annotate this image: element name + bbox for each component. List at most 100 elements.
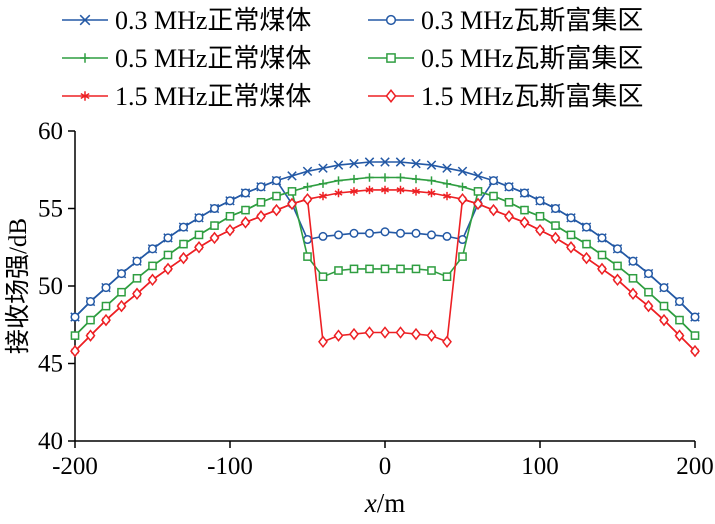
plus-marker [80,53,90,63]
x-marker [473,171,483,181]
asterisk-marker [365,185,374,195]
circle-marker [659,283,669,293]
circle-marker [256,182,266,192]
legend-item: 0.3 MHz正常煤体 [62,6,311,35]
square-marker [272,191,281,201]
diamond-marker [442,335,452,349]
diamond-marker [163,262,173,276]
square-marker [535,211,545,221]
plus-marker [411,174,421,184]
series-3 [70,176,700,322]
diamond-marker [178,251,189,265]
square-marker [349,264,359,274]
plus-marker [442,179,452,188]
x-tick-label: 200 [676,453,714,480]
circle-marker [566,213,576,223]
x-marker [380,157,390,167]
square-marker [287,187,297,196]
circle-marker [550,203,561,214]
plus-marker [334,176,343,185]
diamond-marker [287,197,297,211]
legend-item: 0.5 MHz正常煤体 [62,44,311,73]
x-marker [364,157,375,167]
circle-marker [132,256,142,266]
asterisk-marker [381,185,389,195]
series-5 [70,192,700,358]
x-marker [287,171,297,181]
circle-marker [612,244,623,254]
diamond-marker [566,241,576,254]
y-tick-label: 40 [38,428,63,455]
square-marker [380,264,390,274]
diamond-marker [333,329,344,342]
asterisk-marker [443,191,451,201]
circle-marker [628,256,638,266]
chart-legend: 0.3 MHz正常煤体 0.3 MHz瓦斯富集区 0.5 MHz正常煤体 0.5 MH… [62,6,643,111]
square-marker [613,261,622,271]
x-tick-label: 100 [521,453,559,480]
square-marker [582,239,591,249]
circle-marker [504,182,514,192]
diamond-marker [132,287,142,301]
legend-item: 0.3 MHz瓦斯富集区 [368,6,643,35]
circle-marker [442,231,452,241]
x-axis-label: x/m [364,488,406,518]
x-marker [457,166,468,177]
x-marker [333,160,344,170]
diamond-marker [85,329,96,342]
square-marker [101,301,111,311]
square-marker [318,272,328,282]
diamond-marker [240,216,251,229]
square-marker [365,264,374,274]
plus-marker [349,174,359,184]
diamond-marker [659,313,669,327]
square-marker [411,264,421,274]
diamond-marker [271,203,282,217]
diamond-marker [473,197,483,211]
square-marker [225,211,235,221]
circle-marker [690,312,700,322]
diamond-marker [457,192,468,206]
circle-marker [194,213,204,223]
circle-marker [70,312,80,322]
circle-marker [385,14,397,26]
plus-marker [318,179,328,188]
square-marker [303,252,312,261]
square-marker [566,230,576,240]
series-4 [70,187,700,340]
y-axis-label: 接收场强/dB [4,218,32,354]
asterisk-marker [80,91,90,101]
circle-marker [597,233,607,243]
circle-marker [535,196,545,206]
plus-marker [396,173,405,182]
square-marker [132,273,142,283]
square-marker [520,205,529,215]
circle-marker [519,188,530,198]
legend-label: 0.3 MHz正常煤体 [115,6,311,35]
diamond-marker [147,273,158,287]
square-marker [690,331,700,340]
square-marker [179,239,188,249]
square-marker [427,266,436,275]
square-marker [551,221,560,230]
x-marker [302,166,313,177]
circle-marker [209,203,220,214]
circle-marker [643,269,654,279]
square-marker [489,191,498,201]
circle-marker [163,233,173,243]
asterisk-marker [412,187,420,196]
diamond-marker [519,216,530,229]
circle-marker [380,227,390,237]
y-tick-label: 55 [38,196,63,223]
asterisk-marker [319,191,327,201]
square-marker [396,264,405,274]
diamond-marker [302,192,313,206]
circle-marker [411,228,421,238]
square-marker [597,250,607,260]
diamond-marker [385,89,397,103]
square-marker [442,272,452,282]
x-tick-label: -200 [52,453,98,480]
circle-marker [488,176,499,186]
square-marker [194,230,204,240]
square-marker [117,287,126,297]
